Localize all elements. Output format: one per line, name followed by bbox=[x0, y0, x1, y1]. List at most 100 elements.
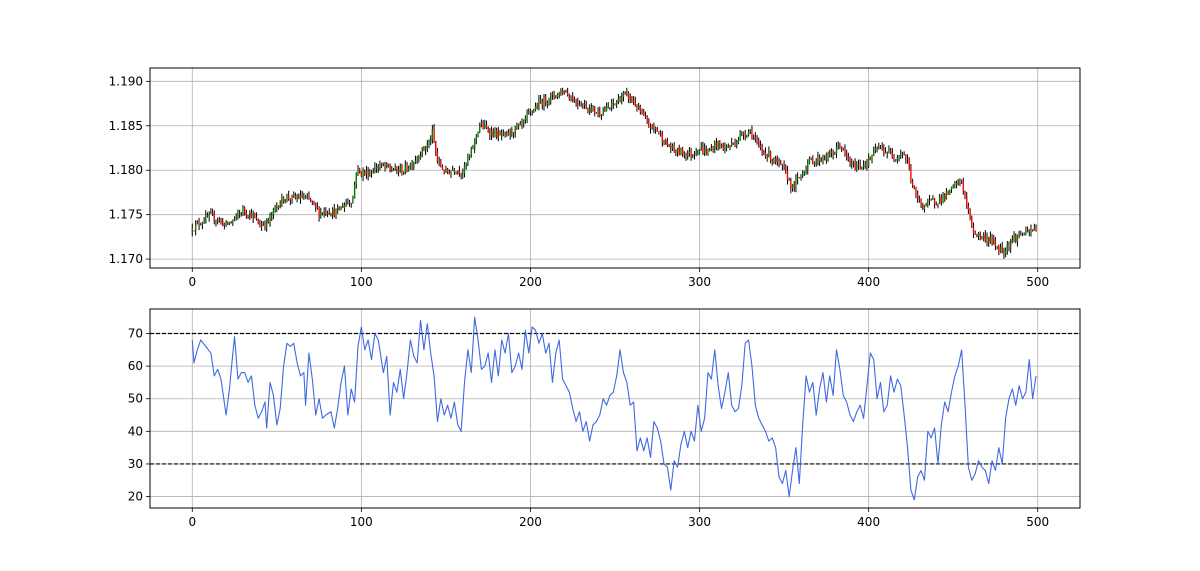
candle-body bbox=[652, 124, 653, 128]
candle-body bbox=[312, 201, 313, 202]
candle-body bbox=[1035, 228, 1036, 231]
candle-body bbox=[271, 215, 272, 216]
candle-body bbox=[467, 159, 468, 164]
candle-body bbox=[981, 236, 982, 239]
candle-body bbox=[347, 203, 348, 204]
candle-body bbox=[405, 165, 406, 172]
candle-body bbox=[745, 135, 746, 137]
candle-body bbox=[445, 169, 446, 172]
candle-body bbox=[983, 235, 984, 239]
candle-body bbox=[915, 188, 916, 194]
candle-body bbox=[334, 209, 335, 216]
candle-body bbox=[672, 145, 673, 148]
candle-body bbox=[428, 142, 429, 145]
candle-body bbox=[280, 204, 281, 208]
candle-body bbox=[679, 148, 680, 155]
candle-body bbox=[919, 199, 920, 200]
candle-body bbox=[592, 107, 593, 108]
candle-body bbox=[986, 238, 987, 242]
candle-body bbox=[307, 196, 308, 197]
candle-body bbox=[317, 207, 318, 209]
candle-body bbox=[344, 205, 345, 208]
candle-body bbox=[736, 142, 737, 145]
candle-body bbox=[684, 153, 685, 154]
candle-body bbox=[528, 112, 529, 114]
candle-body bbox=[525, 118, 526, 120]
candle-body bbox=[564, 90, 565, 92]
candle-body bbox=[905, 155, 906, 159]
candle-body bbox=[848, 156, 849, 160]
candle-body bbox=[222, 221, 223, 226]
candle-body bbox=[728, 146, 729, 147]
candle-body bbox=[587, 109, 588, 110]
candle-body bbox=[929, 200, 930, 201]
candle-body bbox=[711, 148, 712, 150]
candle-body bbox=[325, 211, 326, 214]
candle-body bbox=[214, 214, 215, 221]
candle-body bbox=[335, 210, 336, 216]
candle-body bbox=[758, 141, 759, 145]
candle-body bbox=[956, 183, 957, 185]
candle-body bbox=[770, 152, 771, 161]
candle-body bbox=[230, 222, 231, 223]
candle-body bbox=[941, 197, 942, 201]
candle-body bbox=[953, 186, 954, 187]
candle-body bbox=[423, 147, 424, 150]
candle-body bbox=[663, 142, 664, 144]
candle-body bbox=[329, 213, 330, 214]
candle-body bbox=[444, 170, 445, 173]
candle-body bbox=[978, 233, 979, 236]
candle-body bbox=[359, 169, 360, 171]
candle-body bbox=[1022, 235, 1023, 236]
candle-body bbox=[1018, 234, 1019, 235]
candle-body bbox=[733, 143, 734, 144]
candle-body bbox=[268, 219, 269, 222]
x-tick-label: 300 bbox=[688, 515, 711, 529]
candle-body bbox=[391, 169, 392, 170]
candle-body bbox=[591, 107, 592, 112]
candle-body bbox=[963, 182, 964, 191]
candle-body bbox=[898, 155, 899, 157]
axes-frame bbox=[150, 68, 1080, 268]
candle-body bbox=[1027, 229, 1028, 230]
candle-body bbox=[907, 159, 908, 160]
candle-body bbox=[858, 164, 859, 165]
candle-body bbox=[515, 126, 516, 134]
candle-body bbox=[873, 150, 874, 156]
candle-body bbox=[721, 145, 722, 146]
candle-body bbox=[668, 145, 669, 146]
candle-body bbox=[197, 222, 198, 223]
candle-body bbox=[594, 107, 595, 113]
candle-body bbox=[327, 213, 328, 214]
candle-body bbox=[281, 197, 282, 204]
candle-body bbox=[410, 164, 411, 168]
candle-body bbox=[442, 166, 443, 169]
candle-body bbox=[1010, 242, 1011, 248]
candle-body bbox=[817, 157, 818, 160]
candle-body bbox=[237, 214, 238, 215]
candle-body bbox=[1025, 229, 1026, 233]
candle-body bbox=[545, 97, 546, 103]
candle-body bbox=[506, 132, 507, 133]
y-tick-label: 30 bbox=[128, 457, 143, 471]
candle-body bbox=[690, 151, 691, 156]
candle-body bbox=[633, 100, 634, 102]
candle-body bbox=[604, 111, 605, 112]
candle-body bbox=[895, 160, 896, 161]
candle-body bbox=[570, 97, 571, 99]
candle-body bbox=[471, 149, 472, 155]
candle-body bbox=[285, 200, 286, 202]
candle-body bbox=[217, 221, 218, 222]
candle-body bbox=[870, 158, 871, 160]
candle-body bbox=[430, 140, 431, 142]
candle-body bbox=[743, 132, 744, 134]
candle-body bbox=[509, 130, 510, 135]
candle-body bbox=[553, 93, 554, 96]
candle-body bbox=[422, 147, 423, 155]
candle-body bbox=[1015, 236, 1016, 241]
candle-body bbox=[968, 206, 969, 210]
candle-body bbox=[685, 153, 686, 156]
candle-body bbox=[959, 180, 960, 182]
candle-body bbox=[675, 151, 676, 153]
